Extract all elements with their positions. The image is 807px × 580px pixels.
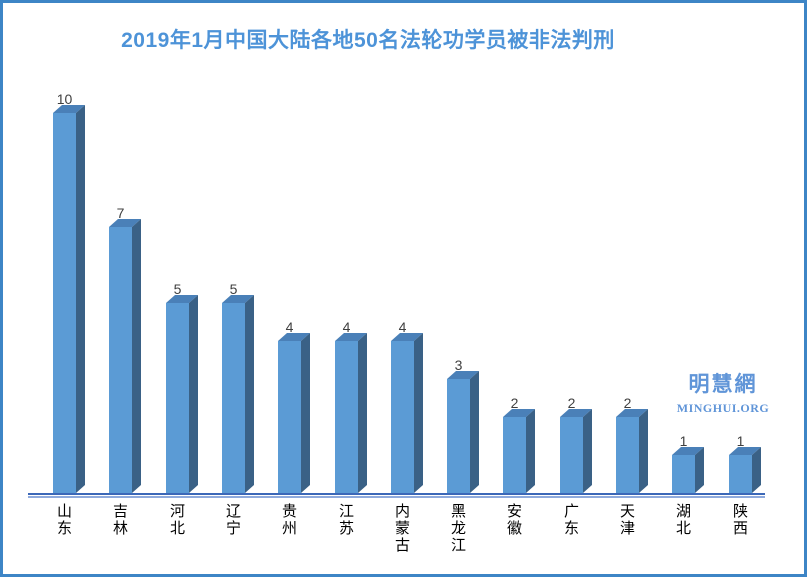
bar-value-label: 10: [56, 91, 73, 107]
bar-side-face: [132, 219, 141, 493]
bar: [278, 333, 310, 493]
bar-value-label: 1: [736, 433, 745, 449]
bar-front-face: [222, 303, 245, 493]
bar: [222, 295, 254, 493]
category-label: 吉 林: [112, 503, 128, 537]
bar-top-face: [166, 295, 198, 303]
x-axis-line-shadow: [28, 496, 765, 498]
bar-side-face: [189, 295, 198, 493]
bar: [335, 333, 367, 493]
bar-side-face: [470, 371, 479, 493]
bar: [447, 371, 479, 493]
category-label: 河 北: [169, 503, 185, 537]
bar-side-face: [752, 447, 761, 493]
bar-value-label: 5: [173, 281, 182, 297]
bar-side-face: [76, 105, 85, 493]
category-label: 贵 州: [281, 503, 297, 537]
bar-top-face: [391, 333, 423, 341]
bar-top-face: [109, 219, 141, 227]
bar-value-label: 4: [342, 319, 351, 335]
bar: [391, 333, 423, 493]
bar-front-face: [503, 417, 526, 493]
x-axis-line: [28, 493, 765, 495]
bar-value-label: 4: [285, 319, 294, 335]
bar: [729, 447, 761, 493]
bar-front-face: [53, 113, 76, 493]
bar-side-face: [414, 333, 423, 493]
bar-front-face: [729, 455, 752, 493]
bar-front-face: [391, 341, 414, 493]
bar-side-face: [639, 409, 648, 493]
bar-side-face: [301, 333, 310, 493]
chart-title: 2019年1月中国大陆各地50名法轮功学员被非法判刑: [121, 29, 615, 52]
minghui-watermark: 明慧網 MINGHUI.ORG: [643, 374, 803, 414]
bar-value-label: 2: [623, 395, 632, 411]
bar-side-face: [358, 333, 367, 493]
bar-front-face: [278, 341, 301, 493]
bar-front-face: [672, 455, 695, 493]
category-label: 辽 宁: [225, 503, 241, 537]
bar-value-label: 2: [567, 395, 576, 411]
watermark-chinese-logo: 明慧網: [688, 373, 758, 396]
category-label: 江 苏: [338, 503, 354, 537]
bar-front-face: [166, 303, 189, 493]
bar-front-face: [109, 227, 132, 493]
category-label: 黑 龙 江: [450, 503, 466, 554]
bar-top-face: [560, 409, 592, 417]
bar: [166, 295, 198, 493]
bar: [109, 219, 141, 493]
category-label: 安 徽: [506, 503, 522, 537]
bar-top-face: [503, 409, 535, 417]
bar-side-face: [526, 409, 535, 493]
bar-value-label: 5: [229, 281, 238, 297]
bar-top-face: [729, 447, 761, 455]
bar-chart-plot-area: 10 山 东 7 吉 林 5 河 北 5 辽 宁 4 贵 州 4 江 苏 4 内 蒙 古 3 黑 龙 江 2 安 …: [3, 3, 807, 580]
category-label: 陕 西: [732, 503, 748, 537]
bar-front-face: [616, 417, 639, 493]
bar-front-face: [560, 417, 583, 493]
category-label: 内 蒙 古: [394, 503, 410, 554]
bar-top-face: [335, 333, 367, 341]
bar-side-face: [583, 409, 592, 493]
bar-top-face: [222, 295, 254, 303]
bar-side-face: [695, 447, 704, 493]
bar-front-face: [447, 379, 470, 493]
category-label: 山 东: [56, 503, 72, 537]
bar: [560, 409, 592, 493]
bar-top-face: [447, 371, 479, 379]
bar: [503, 409, 535, 493]
bar-value-label: 4: [398, 319, 407, 335]
bar-value-label: 7: [116, 205, 125, 221]
watermark-site-name: MINGHUI.ORG: [676, 401, 770, 415]
bar-value-label: 1: [679, 433, 688, 449]
category-label: 天 津: [619, 503, 635, 537]
bar: [616, 409, 648, 493]
bar: [53, 105, 85, 493]
bar-front-face: [335, 341, 358, 493]
bar-top-face: [672, 447, 704, 455]
bar-top-face: [616, 409, 648, 417]
bar-top-face: [278, 333, 310, 341]
category-label: 广 东: [563, 503, 579, 537]
bar: [672, 447, 704, 493]
category-label: 湖 北: [675, 503, 691, 537]
bar-value-label: 2: [510, 395, 519, 411]
bar-value-label: 3: [454, 357, 463, 373]
bar-top-face: [53, 105, 85, 113]
bar-side-face: [245, 295, 254, 493]
